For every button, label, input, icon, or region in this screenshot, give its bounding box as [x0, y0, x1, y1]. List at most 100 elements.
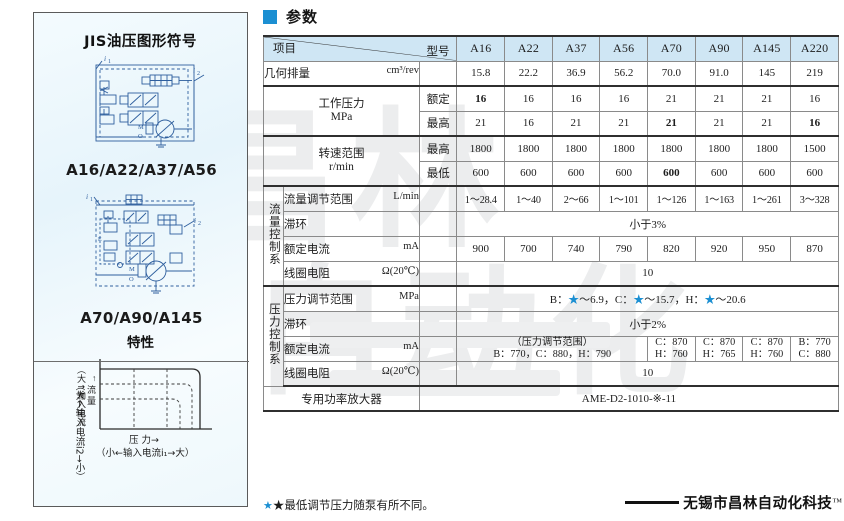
pressure-hysteresis-value: 小于2% — [456, 310, 839, 337]
flow-coil-value: 10 — [456, 260, 839, 287]
flow-range-a90: 1～163 — [694, 185, 744, 212]
svg-text:i: i — [194, 216, 196, 225]
flow-range-a16: 1～28.4 — [456, 185, 506, 212]
flow-range-a37: 2～66 — [551, 185, 601, 212]
characteristic-y-axis-label: （大←输入电流i2→小） — [73, 381, 85, 482]
pressure-range-name: 压力调节范围 MPa — [282, 285, 420, 312]
flow-rated-current-a56: 790 — [599, 235, 649, 262]
pressure-range-value-b: ～6.9，C： — [579, 293, 634, 306]
footnote-text: ★最低调节压力随泵有所不同。 — [272, 500, 434, 512]
row-speed-max: 转速范围 r/min 最高 1800 1800 1800 1800 1800 1… — [263, 135, 839, 187]
displacement-a37: 36.9 — [551, 60, 601, 87]
row-flow-range: 流量控制系 流量调节范围 L/min 1～28.4 1～40 2～66 1～10… — [263, 185, 839, 287]
hydraulic-diagram-a70-svg: i 1 i 2 E — [86, 192, 201, 294]
row-flow-hysteresis: 滞环 小于3% — [264, 210, 839, 237]
flow-rated-current-label: 额定电流 — [283, 243, 330, 256]
hydraulic-diagram-a16: i 1 i 2 — [34, 51, 249, 179]
hydraulic-diagram-a16-svg: i 1 i 2 — [95, 54, 205, 148]
svg-text:量: 量 — [87, 396, 96, 406]
pressure-coil-value: 10 — [456, 360, 839, 387]
speed-min-a56: 600 — [599, 160, 649, 187]
pressure-rated-current-a145: C：870 H：760 — [742, 335, 792, 362]
speed-max-a16: 1800 — [456, 135, 506, 162]
speed-max-a220: 1500 — [790, 135, 839, 162]
displacement-a70: 70.0 — [647, 60, 696, 87]
flow-range-a22: 1～40 — [504, 185, 553, 212]
company-trademark: ™ — [832, 497, 842, 508]
displacement-a220: 219 — [790, 60, 839, 87]
pressure-rated-current-a90-line2: H：765 — [702, 348, 736, 360]
svg-text:压 力→: 压 力→ — [129, 434, 159, 446]
flow-coil-spacer — [419, 260, 458, 287]
displacement-a145: 145 — [742, 60, 792, 87]
work-pressure-rated-a22: 16 — [504, 85, 553, 112]
flow-section-vlabel-text: 流量控制系 — [267, 202, 280, 266]
speed-max-a22: 1800 — [504, 135, 553, 162]
star-icon-b: ★ — [568, 293, 580, 306]
corner-model-label: 型号 — [426, 46, 450, 58]
row-pressure-range: 压力控制系 压力调节范围 MPa B：★～6.9，C：★～15.7，H：★～20… — [263, 285, 839, 387]
jis-symbol-panel: JIS油压图形符号 i 1 i 2 — [33, 12, 249, 507]
model-header-a90: A90 — [694, 35, 744, 62]
model-header-a220: A220 — [790, 35, 839, 62]
speed-min-a220: 600 — [790, 160, 839, 187]
flow-range-spacer — [419, 185, 458, 212]
flow-range-a70: 1～126 — [647, 185, 696, 212]
flow-hysteresis-label: 滞环 — [283, 218, 307, 231]
model-header-a145: A145 — [742, 35, 792, 62]
flow-hysteresis-spacer — [419, 210, 458, 237]
pressure-rated-current-a220-line2: C：880 — [798, 348, 831, 360]
characteristic-title: 特性 — [127, 335, 154, 351]
work-pressure-name: 工作压力 MPa — [263, 85, 420, 137]
svg-text:1: 1 — [108, 59, 111, 65]
flow-section-vlabel: 流量控制系 — [263, 185, 284, 287]
flow-coil-unit: Ω(20℃) — [381, 266, 419, 278]
pressure-rated-current-group: （压力调节范围） B：770，C：880，H：790 — [456, 335, 649, 362]
characteristic-chart: 特性 （大↑输 — [34, 331, 247, 482]
row-amplifier: 专用功率放大器 AME-D2-1010-※-11 — [263, 385, 840, 412]
pressure-rated-current-a70-line2: H：760 — [654, 348, 688, 360]
work-pressure-unit: MPa — [330, 111, 353, 123]
pressure-range-unit: MPa — [399, 290, 419, 302]
svg-text:O: O — [138, 133, 143, 140]
flow-hysteresis-value: 小于3% — [456, 210, 839, 237]
speed-range-name: 转速范围 r/min — [263, 135, 420, 187]
displacement-a16: 15.8 — [456, 60, 506, 87]
pressure-section-vlabel: 压力控制系 — [263, 285, 284, 387]
panel-title: JIS油压图形符号 — [84, 34, 197, 50]
svg-text:2: 2 — [198, 221, 201, 227]
pressure-rated-current-a70-line1: C：870 — [655, 337, 688, 349]
pressure-hysteresis-spacer — [419, 310, 458, 337]
pressure-rated-current-a90: C：870 H：765 — [694, 335, 744, 362]
pressure-rated-current-a220: B：770 C：880 — [790, 335, 839, 362]
work-pressure-rated-a37: 16 — [551, 85, 601, 112]
star-icon-h: ★ — [704, 293, 716, 306]
row-work-pressure-rated: 工作压力 MPa 额定 16 16 16 16 21 21 21 16 — [263, 85, 839, 137]
model-header-a70: A70 — [647, 35, 696, 62]
speed-min-a37: 600 — [551, 160, 601, 187]
speed-min-a16: 600 — [456, 160, 506, 187]
work-pressure-max-a16: 21 — [456, 110, 506, 137]
pressure-rated-current-name: 额定电流 mA — [282, 335, 420, 362]
work-pressure-rated-a70: 21 — [647, 85, 696, 112]
characteristic-chart-svg: （大↑输入电流 ↑ 流 量 压 力→ （小←输入电流i₁→大） — [75, 359, 212, 459]
pressure-range-value: B：★～6.9，C：★～15.7，H：★～20.6 — [456, 285, 839, 312]
pressure-rated-current-a220-line1: B：770 — [798, 337, 831, 349]
svg-text:M: M — [129, 266, 135, 273]
flow-coil-label: 线圈电阻 — [283, 268, 330, 281]
svg-text:（小←输入电流i₁→大）: （小←输入电流i₁→大） — [96, 447, 194, 459]
flow-rated-current-a90: 920 — [694, 235, 744, 262]
flow-rated-current-a22: 700 — [504, 235, 553, 262]
row-pressure-coil-resistance: 线圈电阻 Ω(20℃) 10 — [264, 360, 839, 387]
flow-rated-current-a16: 900 — [456, 235, 506, 262]
pressure-range-prefix-b: B： — [549, 293, 569, 306]
work-pressure-max-a56: 21 — [599, 110, 649, 137]
work-pressure-max-a145: 21 — [742, 110, 792, 137]
work-pressure-rated-a56: 16 — [599, 85, 649, 112]
svg-text:i: i — [104, 54, 106, 63]
flow-rated-current-spacer — [419, 235, 458, 262]
work-pressure-max-a37: 21 — [551, 110, 601, 137]
model-header-a56: A56 — [599, 35, 649, 62]
row-speed-min: 最低 600 600 600 600 600 600 600 600 — [264, 160, 839, 187]
